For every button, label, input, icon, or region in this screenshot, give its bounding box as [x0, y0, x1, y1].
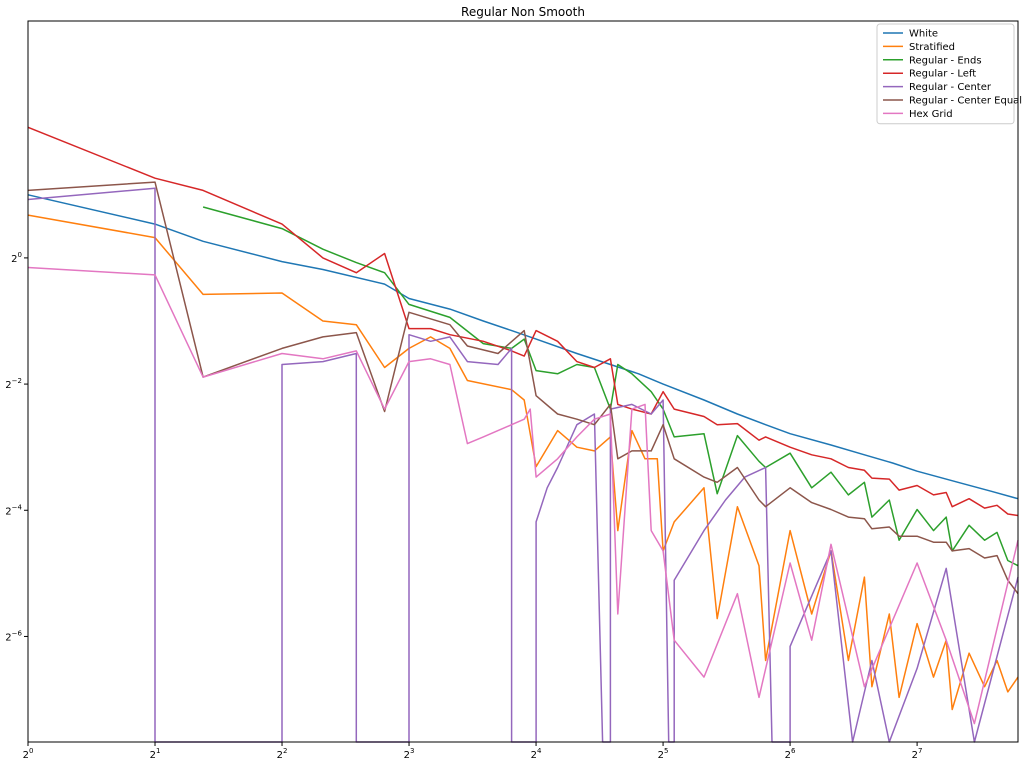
- legend: White Stratified Regular - Ends Regular - L…: [876, 23, 1022, 125]
- series-line-5: [27, 181, 1019, 595]
- series-line-0: [27, 194, 1019, 500]
- lines-layer: [27, 126, 1019, 743]
- x-tick-label: 23: [404, 747, 415, 761]
- series-line-2: [202, 206, 1019, 567]
- legend-label: White: [909, 29, 938, 40]
- x-tick-label: 20: [23, 747, 34, 761]
- y-tick-label: 20: [11, 251, 22, 265]
- legend-label: Regular - Left: [909, 69, 976, 80]
- y-tick-label: 2−6: [5, 629, 22, 643]
- y-tick-label: 2−4: [5, 503, 22, 517]
- x-tick-label: 27: [912, 747, 923, 761]
- x-tick-label: 25: [658, 747, 669, 761]
- plot-frame: [27, 20, 1019, 743]
- legend-label: Hex Grid: [909, 109, 953, 120]
- series-line-3: [27, 126, 1019, 517]
- series-line-6: [27, 266, 1019, 725]
- axes-layer: 20 21 22 23 24 25 26 27 20 2−2 2−4 2−6: [5, 20, 1019, 761]
- y-tick-label: 2−2: [5, 377, 22, 391]
- legend-box: [876, 23, 1015, 125]
- series-line-1: [27, 214, 1019, 711]
- legend-label: Regular - Ends: [909, 55, 982, 66]
- x-tick-label: 24: [531, 747, 542, 761]
- legend-label: Regular - Center Equal: [909, 96, 1022, 107]
- legend-label: Regular - Center: [909, 82, 992, 93]
- x-tick-label: 22: [277, 747, 288, 761]
- chart-title: Regular Non Smooth: [461, 5, 585, 19]
- x-tick-label: 26: [785, 747, 796, 761]
- legend-label: Stratified: [909, 42, 955, 53]
- x-tick-label: 21: [150, 747, 161, 761]
